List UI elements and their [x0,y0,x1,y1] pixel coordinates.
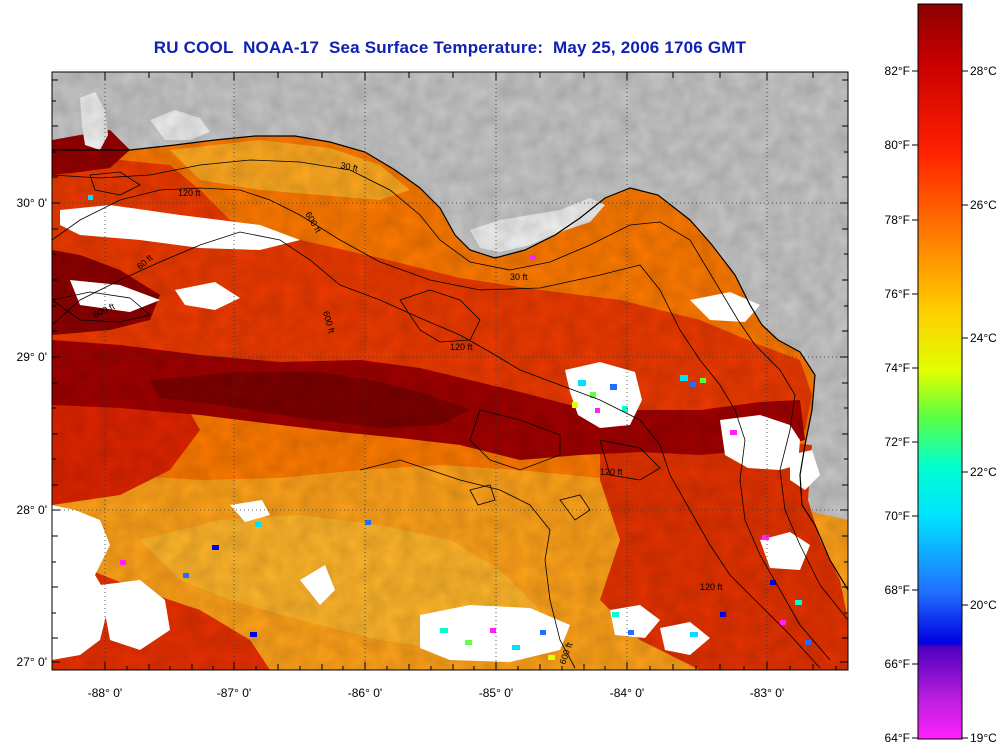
axis-ticks [52,72,848,670]
f-label-70: 70°F [885,509,910,523]
map-frame [51,71,849,671]
colorbar-f-labels: 82°F 80°F 78°F 76°F 74°F 72°F 70°F 68°F … [885,64,910,745]
f-label-82: 82°F [885,64,910,78]
lon-label-87: -87° 0' [217,686,251,700]
map-plot: 30 ft 120 ft 600 ft 60 ft 30 ft 600 ft 1… [52,72,848,670]
lon-label-88: -88° 0' [88,686,122,700]
f-label-72: 72°F [885,435,910,449]
colorbar-ticks [912,70,968,739]
lat-label-29: 29° 0' [17,350,47,364]
f-label-68: 68°F [885,583,910,597]
contour-label: 30 ft [510,272,528,282]
lon-label-83: -83° 0' [750,686,784,700]
c-label-20: 20°C [970,598,997,612]
colorbar-gradient [917,3,963,740]
f-label-76: 76°F [885,287,910,301]
sst-texture [52,72,848,670]
cloud-masks [52,205,820,662]
contour-label: 120 ft [600,467,623,477]
contour-label: 120 ft [450,342,473,352]
c-label-19: 19°C [970,731,997,745]
lat-label-27: 27° 0' [17,655,47,669]
c-label-28: 28°C [970,64,997,78]
lon-label-86: -86° 0' [348,686,382,700]
f-label-66: 66°F [885,657,910,671]
colorbar-c-labels: 28°C 26°C 24°C 22°C 20°C 19°C [970,64,997,745]
longitude-labels: -88° 0' -87° 0' -86° 0' -85° 0' -84° 0' … [88,686,784,700]
colorbar: 82°F 80°F 78°F 76°F 74°F 72°F 70°F 68°F … [885,3,997,745]
latitude-labels: 30° 0' 29° 0' 28° 0' 27° 0' [17,196,47,669]
lon-label-84: -84° 0' [610,686,644,700]
map-title: RU COOL NOAA-17 Sea Surface Temperature:… [153,38,747,57]
lat-label-30: 30° 0' [17,196,47,210]
c-label-26: 26°C [970,198,997,212]
lon-label-85: -85° 0' [479,686,513,700]
bathymetry-contours [52,159,848,669]
contour-label: 120 ft [700,582,723,592]
c-label-24: 24°C [970,331,997,345]
c-label-22: 22°C [970,465,997,479]
coastline [52,135,848,591]
lat-label-28: 28° 0' [17,503,47,517]
cloud-edge-speckles [88,195,811,660]
f-label-74: 74°F [885,361,910,375]
f-label-64: 64°F [885,731,910,745]
contour-label: 120 ft [178,188,201,198]
f-label-80: 80°F [885,138,910,152]
graticule [52,72,848,670]
f-label-78: 78°F [885,213,910,227]
contour-label: 30 ft [340,160,360,174]
